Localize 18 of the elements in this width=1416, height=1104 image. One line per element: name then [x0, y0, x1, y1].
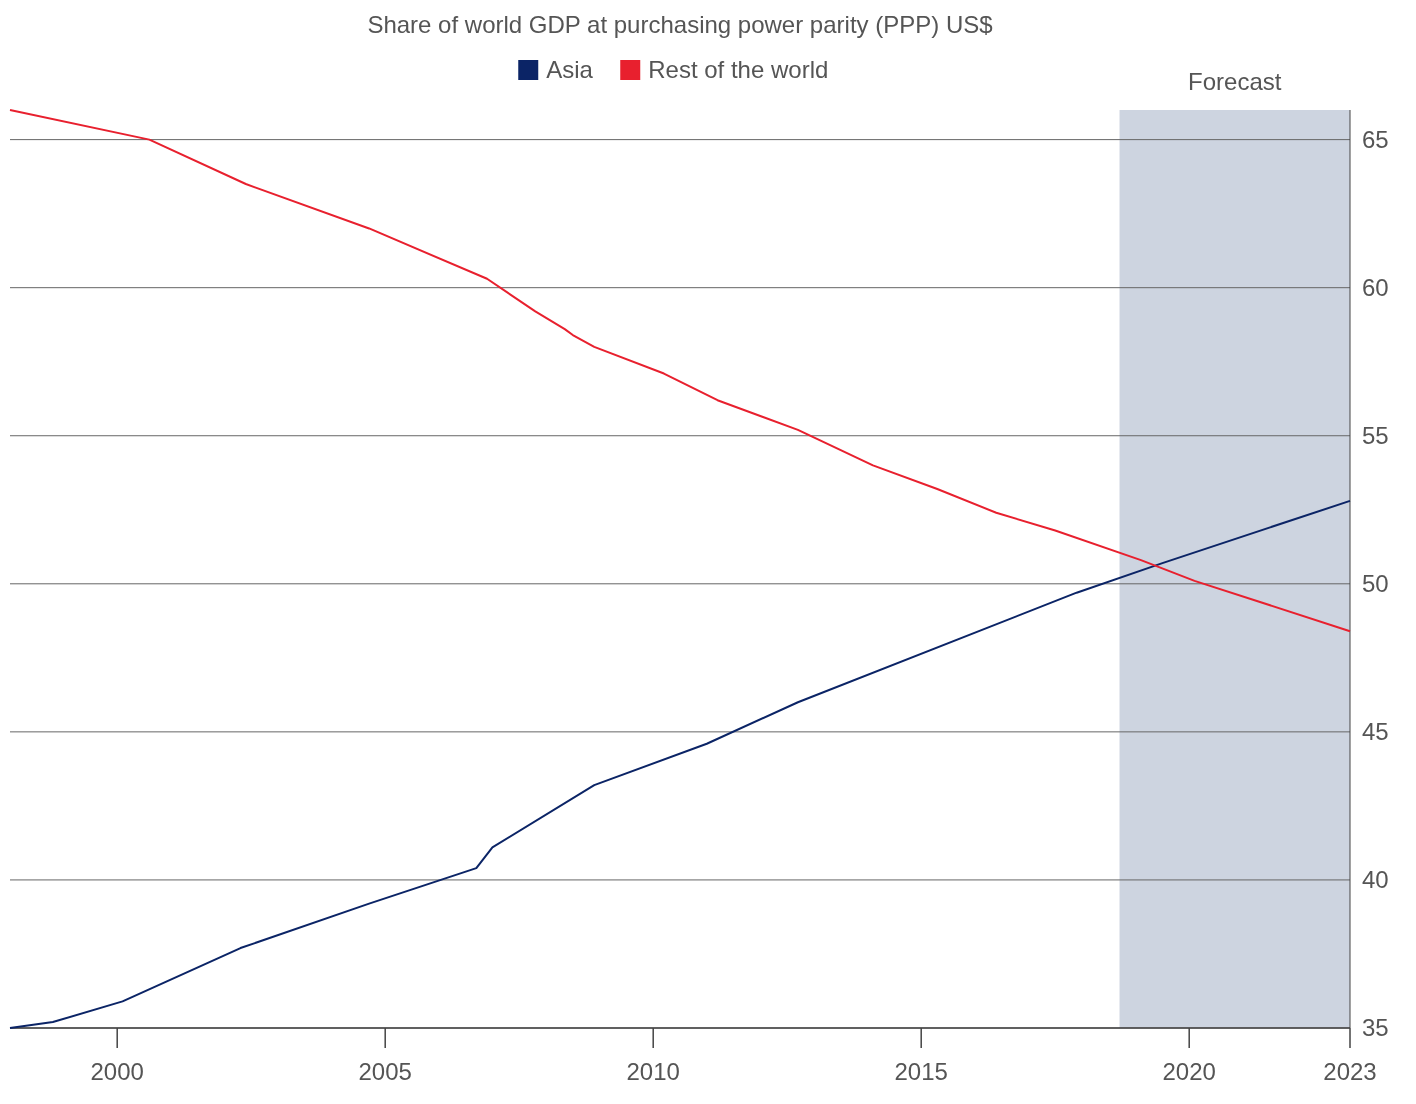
x-tick-label: 2020	[1162, 1058, 1216, 1085]
x-tick-label: 2010	[626, 1058, 680, 1085]
y-tick-label: 50	[1362, 569, 1389, 597]
x-tick-label: 2023	[1323, 1058, 1377, 1085]
legend-label: Rest of the world	[648, 56, 829, 83]
y-tick-label: 55	[1362, 421, 1389, 449]
y-tick-label: 40	[1362, 865, 1389, 893]
y-tick-label: 35	[1362, 1014, 1389, 1041]
y-tick-label: 60	[1362, 273, 1389, 301]
chart-title: Share of world GDP at purchasing power parity (PPP) US$	[367, 11, 993, 38]
x-tick-label: 2015	[894, 1058, 948, 1085]
band-label: Forecast	[1188, 68, 1282, 95]
x-tick-label: 2000	[90, 1058, 144, 1085]
y-tick-label: 45	[1362, 717, 1389, 745]
y-tick-label: 65	[1362, 125, 1389, 153]
x-tick-label: 2005	[358, 1058, 412, 1085]
legend-label: Asia	[546, 56, 594, 83]
line-series	[9, 109, 1351, 633]
